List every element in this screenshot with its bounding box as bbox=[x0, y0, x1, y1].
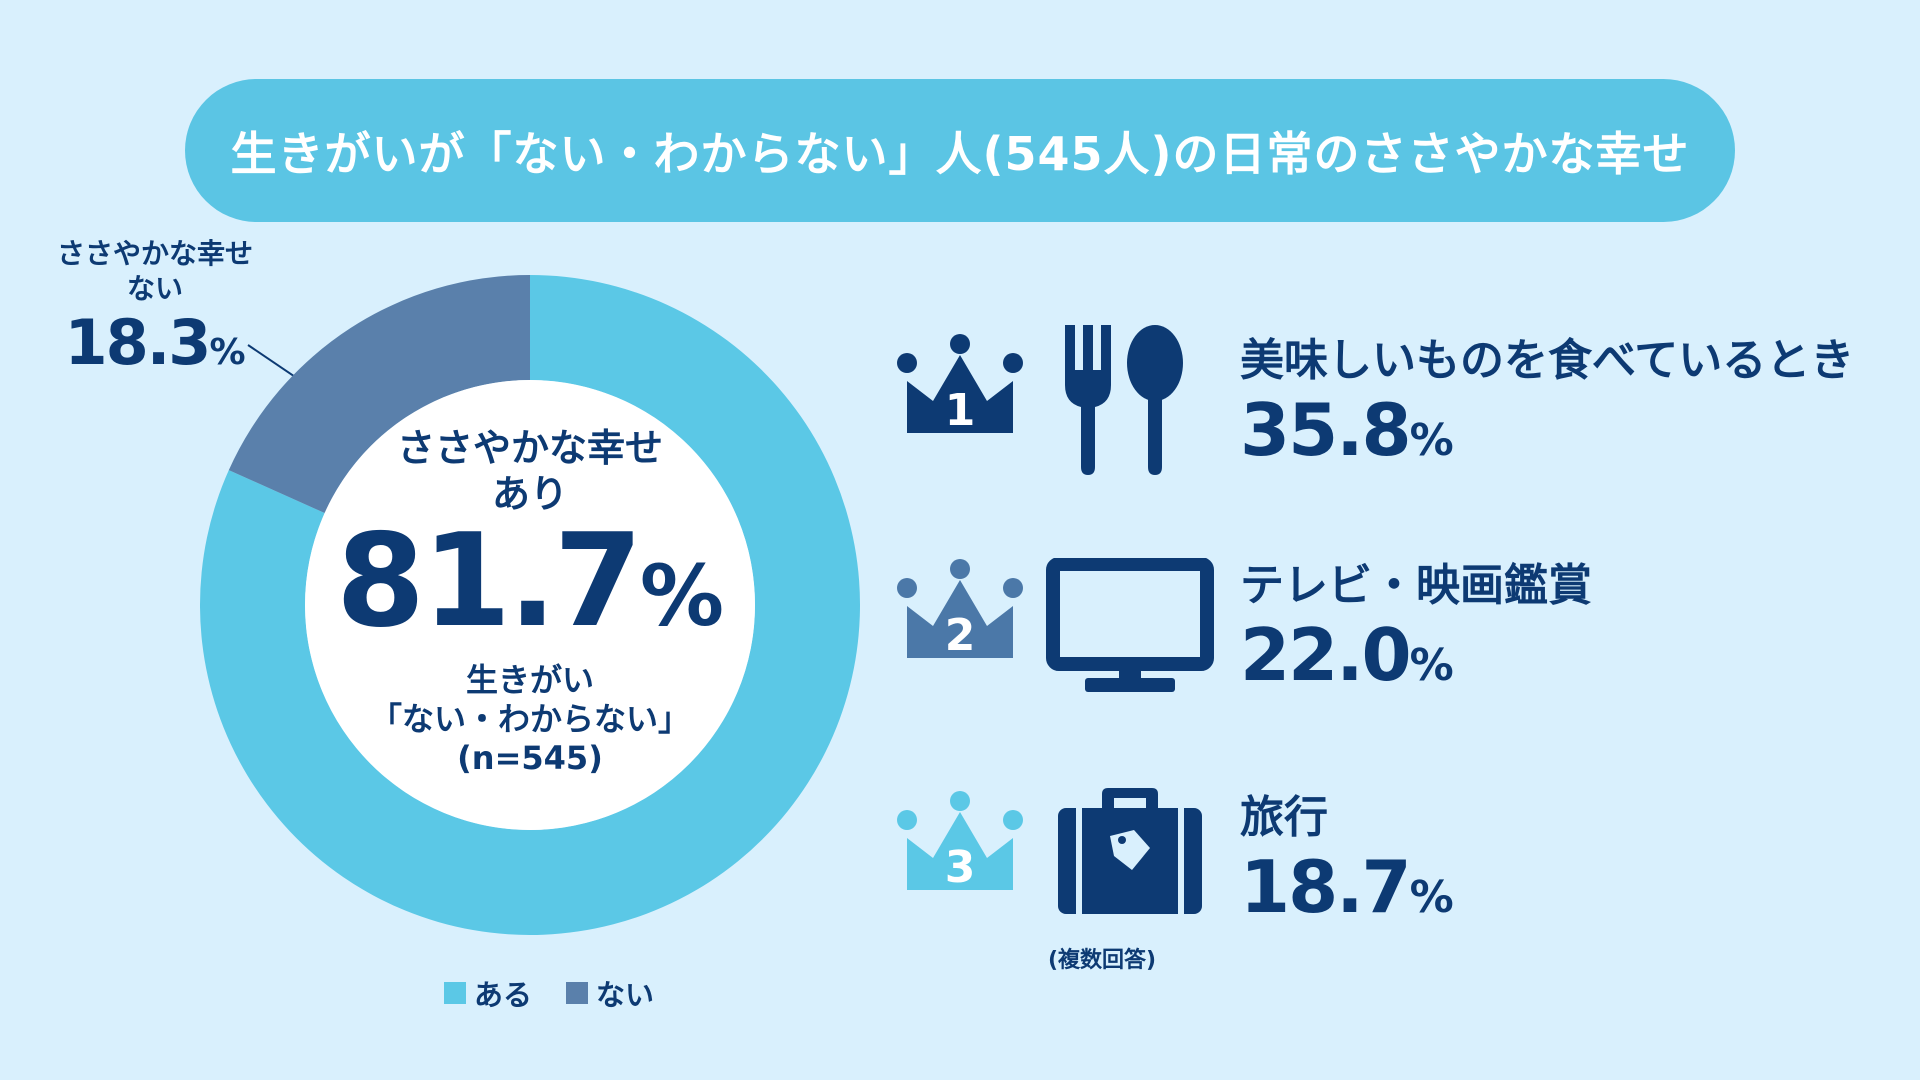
donut-slice-nai bbox=[228, 275, 530, 514]
legend-label-nai: ない bbox=[596, 978, 655, 1012]
rank-text-3: 旅行 18.7% bbox=[1240, 790, 1454, 939]
rank-row-1: 1 美味しいものを食べているとき 35.8% bbox=[895, 325, 1895, 503]
fork-spoon-icon bbox=[1065, 325, 1183, 475]
outer-label-line2: ない bbox=[126, 272, 183, 305]
crown-2-icon: 2 bbox=[897, 559, 1023, 661]
rank-label-1: 美味しいものを食べているとき bbox=[1240, 335, 1855, 386]
center-value: 81.7% bbox=[336, 507, 724, 656]
rank-value-1: 35.8% bbox=[1240, 388, 1454, 472]
crown-3-icon: 3 bbox=[897, 791, 1023, 893]
center-sub-line1: 生きがい bbox=[465, 661, 594, 699]
donut-svg bbox=[200, 275, 860, 935]
rank-value-3: 18.7% bbox=[1240, 845, 1454, 929]
center-sub-line2: 「ない・わからない」 bbox=[369, 700, 690, 738]
rank-label-2: テレビ・映画鑑賞 bbox=[1240, 560, 1592, 611]
chart-title: 生きがいが「ない・わからない」人(545人)の日常のささやかな幸せ bbox=[230, 126, 1690, 181]
donut-chart: ささやかな幸せ あり 81.7% 生きがい 「ない・わからない」 (n=545) bbox=[200, 275, 860, 935]
rank-label-3: 旅行 bbox=[1240, 792, 1328, 843]
outer-label-value: 18.3% bbox=[64, 306, 246, 379]
crown-3-number: 3 bbox=[945, 842, 976, 893]
legend-item-nai: ない bbox=[566, 972, 654, 1014]
center-sub-line3: (n=545) bbox=[457, 739, 603, 777]
donut-hole bbox=[305, 380, 755, 830]
title-banner: 生きがいが「ない・わからない」人(545人)の日常のささやかな幸せ bbox=[185, 79, 1735, 222]
legend: ある ない bbox=[444, 972, 654, 1014]
center-label-line2: あり bbox=[491, 472, 568, 516]
center-label-line1: ささやかな幸せ bbox=[396, 426, 663, 470]
crown-1-icon: 1 bbox=[897, 334, 1023, 436]
rank-text-2: テレビ・映画鑑賞 22.0% bbox=[1240, 558, 1592, 707]
suitcase-icon bbox=[1058, 788, 1202, 914]
outer-label-line1: ささやかな幸せ bbox=[56, 237, 253, 270]
rank-value-2: 22.0% bbox=[1240, 613, 1454, 697]
outer-label-nai: ささやかな幸せ ない 18.3% bbox=[40, 236, 270, 390]
rank-row-2: 2 テレビ・映画鑑賞 22.0% bbox=[895, 558, 1895, 728]
rank-row-3: 3 旅行 18.7% bbox=[895, 788, 1895, 960]
tv-icon bbox=[1046, 558, 1214, 692]
legend-swatch-aru bbox=[444, 982, 466, 1004]
multiple-answer-note: (複数回答) bbox=[1048, 948, 1157, 973]
legend-item-aru: ある bbox=[444, 972, 532, 1014]
crown-2-number: 2 bbox=[945, 610, 976, 661]
donut-center: ささやかな幸せ あり 81.7% 生きがい 「ない・わからない」 (n=545) bbox=[330, 425, 730, 778]
rank-text-1: 美味しいものを食べているとき 35.8% bbox=[1240, 333, 1854, 482]
donut-slice-aru bbox=[200, 275, 860, 935]
legend-label-aru: ある bbox=[474, 978, 533, 1012]
crown-1-number: 1 bbox=[945, 385, 976, 436]
legend-swatch-nai bbox=[566, 982, 589, 1004]
